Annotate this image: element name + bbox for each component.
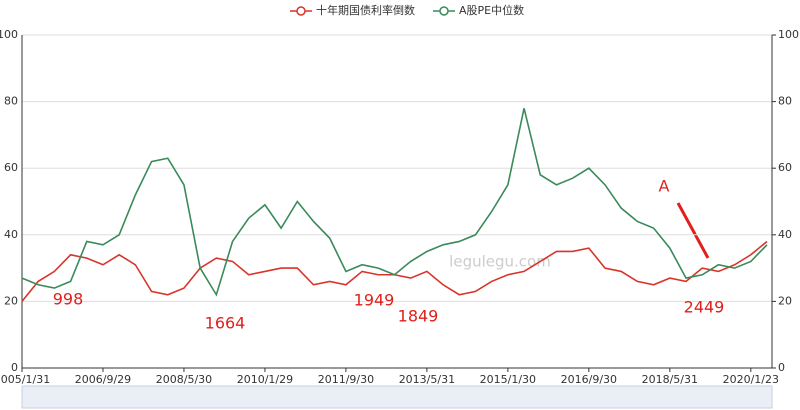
legend-marker (296, 6, 306, 16)
x-tick-label: 2018/5/31 (642, 373, 698, 386)
annotation-arrow (676, 202, 710, 259)
x-tick-label: 2011/9/30 (318, 373, 374, 386)
y2-tick-label: 40 (778, 228, 792, 241)
y2-tick-label: 100 (778, 28, 799, 41)
watermark: legulegu.com (449, 253, 551, 271)
x-tick-label: 2016/9/30 (561, 373, 617, 386)
data-zoom-slider[interactable] (21, 385, 773, 409)
annotation: 1664 (205, 314, 246, 333)
y2-tick-label: 60 (778, 161, 792, 174)
annotation: 998 (53, 290, 84, 309)
x-tick-label: 2020/1/23 (723, 373, 779, 386)
y-tick-label: 40 (4, 228, 18, 241)
y2-tick-label: 80 (778, 95, 792, 108)
y-tick-label: 60 (4, 161, 18, 174)
y2-tick-label: 0 (778, 361, 785, 374)
annotation: 1949 (354, 291, 395, 310)
series-line (21, 240, 768, 302)
y2-tick-label: 20 (778, 294, 792, 307)
x-tick-label: 2015/1/30 (480, 373, 536, 386)
x-tick-label: 2008/5/30 (156, 373, 212, 386)
y-tick-label: 100 (0, 28, 18, 41)
legend-label: A股PE中位数 (459, 3, 524, 17)
x-tick-label: 2010/1/29 (237, 373, 293, 386)
legend-marker (439, 6, 449, 16)
x-tick-label: 2013/5/31 (399, 373, 455, 386)
x-tick-label: 2005/1/31 (0, 373, 50, 386)
annotation: 2449 (684, 298, 725, 317)
annotation: A (659, 177, 670, 196)
y-tick-label: 80 (4, 95, 18, 108)
series-line (21, 108, 768, 297)
x-tick-label: 2006/9/29 (75, 373, 131, 386)
y-tick-label: 0 (11, 361, 18, 374)
y-tick-label: 20 (4, 294, 18, 307)
legend-label: 十年期国债利率倒数 (316, 3, 415, 17)
annotation: 1849 (398, 307, 439, 326)
